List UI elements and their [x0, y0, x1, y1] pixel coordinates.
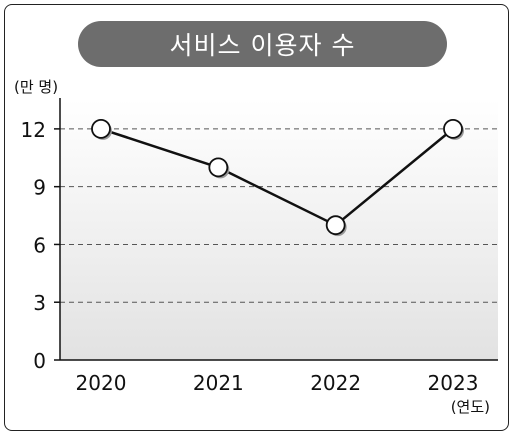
grid-lines: [60, 128, 498, 303]
x-tick-label-2021: 2021: [193, 371, 244, 395]
data-point-2023: [443, 118, 463, 139]
x-tick-label-2023: 2023: [428, 371, 479, 395]
x-axis-unit: (연도): [451, 398, 490, 416]
x-tick-label-2022: 2022: [310, 371, 361, 395]
series-line: [100, 127, 454, 227]
data-points: [91, 118, 464, 237]
y-tick-label-0: 0: [33, 349, 46, 373]
y-tick-label-12: 12: [21, 118, 46, 142]
y-tick-label-9: 9: [33, 176, 46, 200]
tick-labels: 0 3 6 9 12 2020 2021 2022 2023: [21, 118, 479, 395]
y-tick-label-6: 6: [33, 233, 46, 257]
series-line-0: [100, 127, 454, 227]
data-point-2020: [91, 118, 111, 139]
x-tick-label-2020: 2020: [76, 371, 127, 395]
y-tick-label-3: 3: [33, 291, 46, 315]
data-point-2022: [325, 215, 346, 236]
y-axis-unit: (만 명): [14, 78, 58, 96]
data-point-2021: [208, 157, 229, 178]
axes: [54, 98, 498, 361]
chart-title: 서비스 이용자 수: [78, 21, 447, 67]
plot-area: [60, 100, 498, 360]
